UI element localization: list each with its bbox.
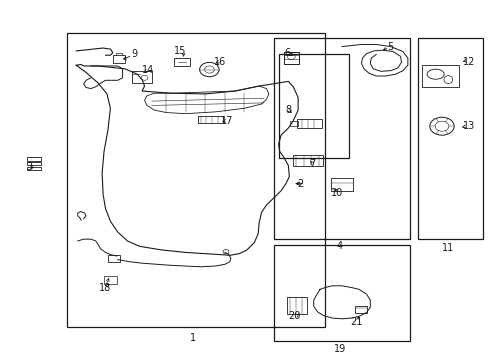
Text: 3: 3 (26, 162, 32, 172)
Bar (354, 306, 366, 314)
Text: 20: 20 (288, 311, 300, 321)
Text: 5: 5 (387, 42, 393, 52)
Text: 15: 15 (173, 46, 185, 56)
Bar (174, 58, 189, 66)
Text: 18: 18 (99, 283, 111, 293)
Bar (330, 178, 352, 191)
Bar (417, 39, 483, 239)
Text: 2: 2 (297, 179, 303, 189)
Text: 1: 1 (190, 333, 196, 343)
Text: 8: 8 (285, 105, 291, 115)
Bar (273, 244, 409, 341)
Text: 14: 14 (142, 64, 154, 75)
Text: 17: 17 (221, 116, 233, 126)
Bar (66, 33, 325, 327)
Bar (287, 297, 306, 315)
Bar (297, 119, 321, 128)
Bar (103, 276, 117, 284)
Text: 10: 10 (330, 188, 343, 198)
Bar (27, 162, 41, 165)
Bar (198, 116, 222, 123)
Bar (273, 39, 409, 239)
Bar (293, 155, 322, 166)
Bar (289, 121, 297, 126)
Text: 6: 6 (284, 48, 290, 58)
Bar (27, 157, 41, 161)
Text: 21: 21 (350, 317, 362, 327)
Bar (422, 65, 458, 87)
Text: 4: 4 (336, 241, 342, 251)
Text: 9: 9 (131, 49, 138, 59)
Text: 12: 12 (462, 57, 474, 67)
Text: 11: 11 (441, 243, 453, 253)
Bar (27, 167, 41, 170)
Text: 19: 19 (333, 343, 345, 354)
Bar (278, 54, 348, 158)
Text: 7: 7 (309, 159, 315, 169)
Text: 16: 16 (214, 57, 226, 67)
Text: 13: 13 (462, 121, 474, 131)
Bar (284, 52, 299, 64)
Bar (108, 255, 120, 262)
